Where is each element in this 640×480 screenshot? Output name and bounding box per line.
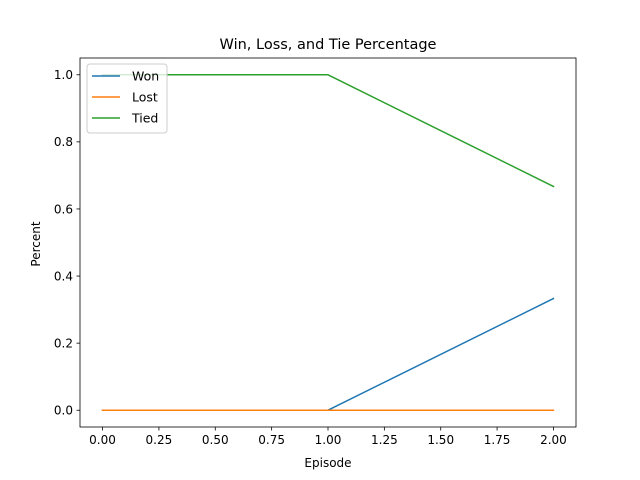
x-tick-label: 0.00 [89, 433, 116, 447]
x-tick-label: 0.75 [258, 433, 285, 447]
legend: Won Lost Tied [86, 63, 168, 134]
y-tick-label: 0.6 [54, 202, 73, 216]
x-tick-label: 0.25 [146, 433, 173, 447]
y-tick-label: 0.2 [54, 336, 73, 350]
x-tick-label: 0.50 [202, 433, 229, 447]
y-axis: 0.0 0.2 0.4 0.6 0.8 1.0 [54, 68, 80, 418]
y-tick-label: 0.0 [54, 404, 73, 418]
y-axis-label: Percent [29, 221, 43, 266]
x-tick-label: 2.00 [540, 433, 567, 447]
plot-area [79, 57, 577, 428]
x-tick-label: 1.25 [371, 433, 398, 447]
legend-box [86, 63, 168, 134]
x-tick-label: 1.00 [315, 433, 342, 447]
x-axis-label: Episode [304, 456, 351, 470]
x-tick-label: 1.50 [427, 433, 454, 447]
legend-label-won: Won [132, 69, 159, 84]
x-axis: 0.00 0.25 0.50 0.75 1.00 1.25 1.50 1.75 2.00 [89, 427, 567, 447]
y-tick-label: 0.8 [54, 135, 73, 149]
legend-label-tied: Tied [131, 111, 158, 126]
chart-title: Win, Loss, and Tie Percentage [220, 37, 437, 53]
series-line-tied [101, 74, 555, 188]
legend-label-lost: Lost [132, 90, 158, 105]
y-tick-label: 1.0 [54, 68, 73, 82]
x-tick-label: 1.75 [484, 433, 511, 447]
y-tick-label: 0.4 [54, 269, 73, 283]
